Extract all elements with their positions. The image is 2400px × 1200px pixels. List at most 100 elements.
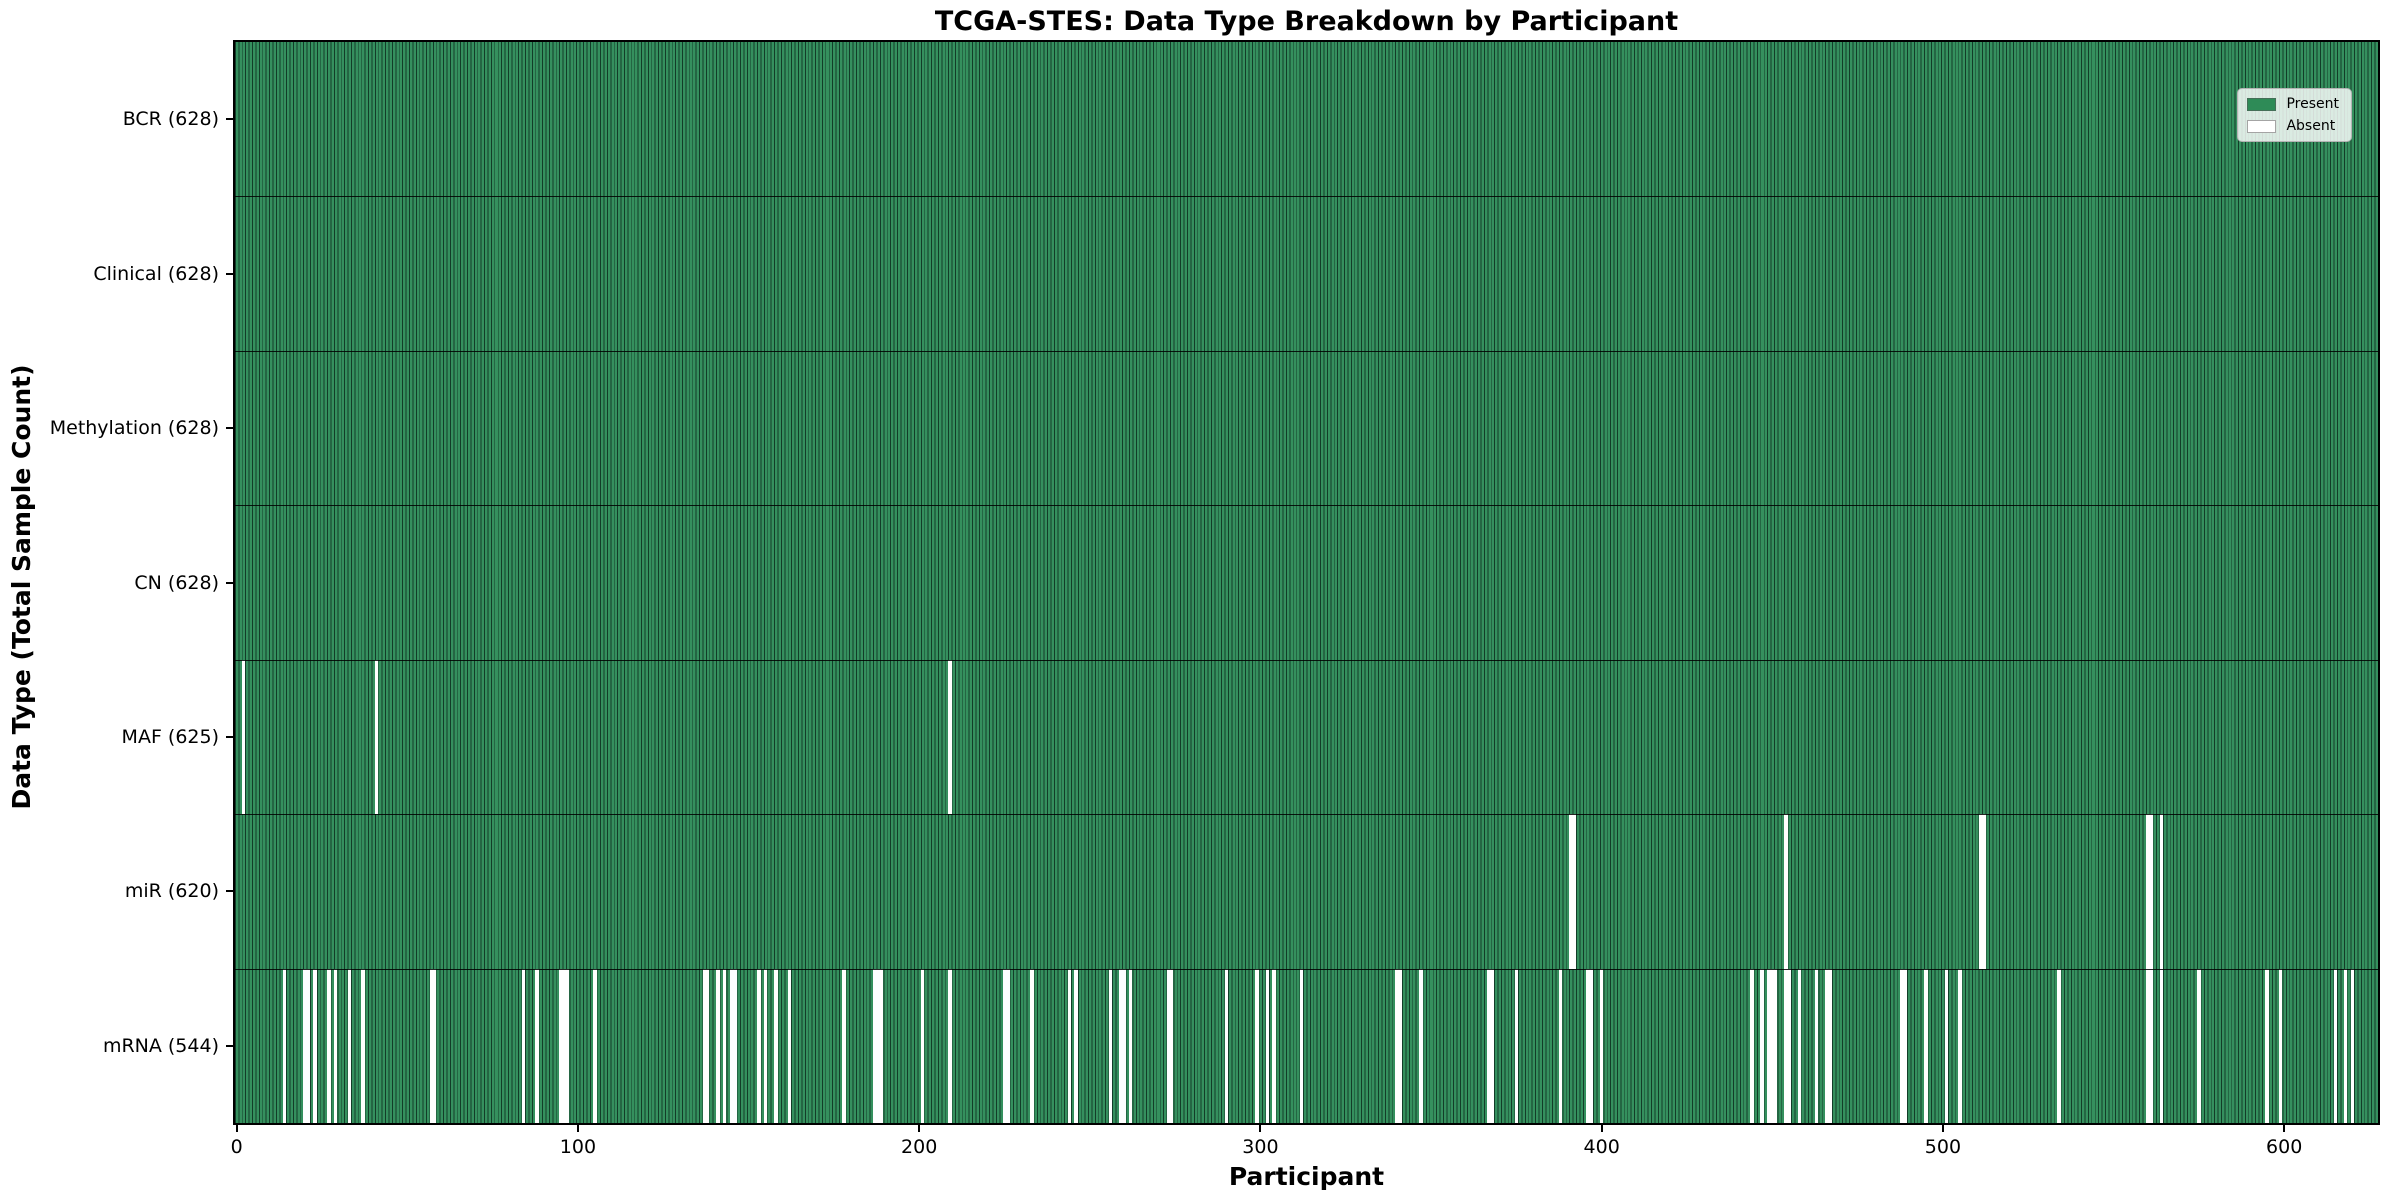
x-tick-label-600: 600 [2266,1136,2303,1158]
x-tick [235,1125,238,1132]
row-mrna [235,968,2378,1123]
absent-mark [1760,968,1764,1123]
absent-mark [763,968,768,1123]
absent-mark [1166,968,1174,1123]
legend-label: Present [2286,96,2339,112]
absent-mark [1255,968,1259,1123]
row-mir [235,814,2378,969]
absent-mark [2159,968,2163,1123]
absent-mark [774,968,778,1123]
absent-mark [1944,968,1949,1123]
absent-mark [1395,968,1403,1123]
absent-mark [948,659,952,815]
absent-mark [920,968,925,1123]
legend-label: Absent [2286,118,2336,134]
y-tick-label-cn: CN (628) [134,571,219,594]
absent-mark [241,659,246,815]
legend-item-present: Present [2247,96,2339,112]
plot-canvas [235,42,2378,1123]
absent-mark [2145,968,2153,1123]
absent-mark [374,659,379,815]
absent-mark [2057,968,2061,1123]
row-bcr [235,42,2378,197]
absent-mark [948,968,952,1123]
row-clinical [235,196,2378,351]
y-tick-label-methylation: Methylation (628) [49,417,219,440]
absent-mark [2279,968,2283,1123]
absent-mark [1599,968,1604,1123]
absent-mark [729,968,737,1123]
x-tick [1941,1125,1944,1132]
y-tick-label-bcr: BCR (628) [122,108,219,131]
absent-mark [1586,968,1594,1123]
row-separator [235,505,2378,507]
legend: Present Absent [2237,88,2352,142]
absent-mark [282,968,287,1123]
y-tick [226,735,233,738]
x-tick-label-300: 300 [1242,1136,1279,1158]
absent-mark [2343,968,2348,1123]
absent-mark [1118,968,1126,1123]
row-methylation [235,350,2378,506]
absent-mark [1924,968,1928,1123]
absent-mark [1224,968,1228,1123]
x-tick [1600,1125,1603,1132]
absent-mark [1272,968,1276,1123]
absent-mark [1002,968,1010,1123]
absent-mark [1265,968,1269,1123]
y-tick [226,1044,233,1047]
absent-mark [1825,968,1832,1123]
legend-item-absent: Absent [2247,118,2339,134]
absent-mark [1559,968,1563,1123]
legend-swatch-absent [2247,119,2277,133]
absent-mark [1900,968,1908,1123]
absent-mark [1767,968,1778,1123]
row-separator [235,968,2378,970]
absent-mark [521,968,526,1123]
x-tick-label-400: 400 [1583,1136,1620,1158]
absent-mark [327,968,331,1123]
absent-mark [1419,968,1423,1123]
absent-mark [303,968,311,1123]
y-tick-label-mrna: mRNA (544) [102,1034,219,1057]
absent-mark [1569,814,1577,969]
absent-mark [1958,968,1962,1123]
x-tick [918,1125,921,1132]
absent-mark [722,968,727,1123]
absent-mark [333,968,338,1123]
absent-mark [1514,968,1519,1123]
y-tick [226,272,233,275]
absent-mark [702,968,710,1123]
absent-mark [1487,968,1495,1123]
row-separator [235,196,2378,198]
y-tick [226,581,233,584]
y-tick-label-mir: miR (620) [124,880,219,903]
x-tick-label-100: 100 [559,1136,597,1158]
absent-mark [2265,968,2269,1123]
y-tick [226,427,233,430]
absent-mark [1784,968,1792,1123]
absent-mark [873,968,884,1123]
absent-mark [2145,814,2153,969]
absent-mark [1108,968,1112,1123]
absent-mark [1030,968,1034,1123]
absent-mark [1074,968,1078,1123]
y-axis-title: Data Type (Total Sample Count) [7,364,36,810]
legend-swatch-present [2247,97,2277,111]
absent-mark [593,968,597,1123]
chart-title: TCGA-STES: Data Type Breakdown by Partic… [934,6,1679,37]
absent-mark [559,968,570,1123]
y-tick-label-clinical: Clinical (628) [93,262,219,285]
absent-mark [1978,814,1986,969]
absent-mark [361,968,365,1123]
absent-mark [2159,814,2163,969]
absent-mark [535,968,539,1123]
absent-mark [1299,968,1304,1123]
row-maf [235,659,2378,815]
row-cn [235,505,2378,660]
x-axis-title: Participant [1228,1162,1385,1191]
absent-mark [1067,968,1072,1123]
absent-mark [787,968,792,1123]
absent-mark [1129,968,1133,1123]
